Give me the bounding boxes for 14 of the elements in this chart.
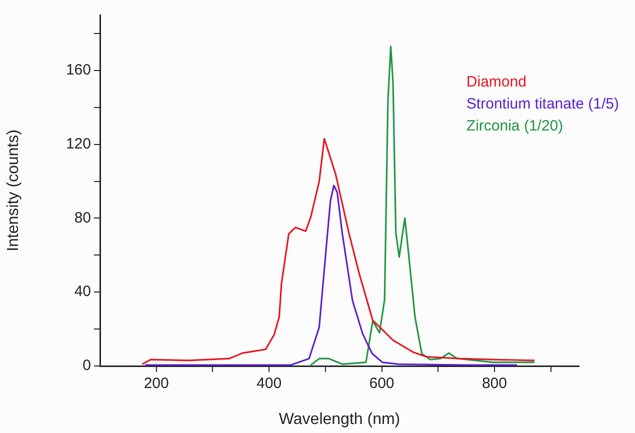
text: Zirconia (1/20) [466, 118, 564, 135]
x-axis-title: Wavelength (nm) [278, 410, 400, 428]
text: Diamond [466, 74, 526, 91]
x-tick-label: 600 [369, 375, 394, 392]
y-tick-label: 80 [74, 209, 91, 226]
y-tick-label: 160 [66, 62, 91, 79]
text: Strontium titanate (1/5) [466, 96, 620, 113]
x-tick-label: 400 [256, 375, 282, 392]
y-tick-label: 40 [74, 283, 91, 300]
x-tick-label: 800 [482, 375, 507, 392]
y-tick-label: 120 [66, 135, 91, 152]
y-axis-title: Intensity (counts) [5, 130, 22, 252]
y-tick-label: 0 [82, 357, 91, 374]
x-tick-label: 200 [144, 375, 169, 392]
